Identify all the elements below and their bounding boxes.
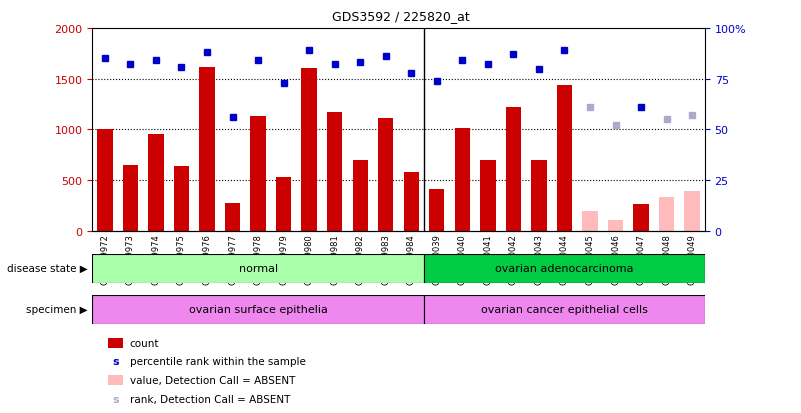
Bar — [301, 69, 317, 231]
Bar — [404, 173, 419, 231]
Bar — [481, 160, 496, 231]
Bar — [352, 160, 368, 231]
Bar — [424, 295, 705, 324]
Text: ovarian surface epithelia: ovarian surface epithelia — [188, 305, 328, 315]
Bar — [455, 129, 470, 231]
Bar — [557, 85, 572, 231]
Text: s: s — [112, 394, 119, 404]
Bar — [378, 119, 393, 231]
Text: ovarian cancer epithelial cells: ovarian cancer epithelial cells — [481, 305, 648, 315]
Bar — [251, 117, 266, 231]
Bar — [97, 130, 113, 231]
Bar — [531, 160, 546, 231]
Text: GDS3592 / 225820_at: GDS3592 / 225820_at — [332, 10, 469, 23]
Bar — [634, 205, 649, 231]
Bar — [582, 211, 598, 231]
Bar — [92, 295, 424, 324]
Text: value, Detection Call = ABSENT: value, Detection Call = ABSENT — [130, 375, 295, 385]
Text: ovarian adenocarcinoma: ovarian adenocarcinoma — [495, 263, 634, 273]
Text: specimen ▶: specimen ▶ — [26, 305, 88, 315]
Bar — [327, 113, 342, 231]
Bar — [225, 204, 240, 231]
Bar — [174, 166, 189, 231]
Bar — [148, 135, 163, 231]
Text: percentile rank within the sample: percentile rank within the sample — [130, 356, 306, 366]
Bar — [199, 67, 215, 231]
Text: normal: normal — [239, 263, 278, 273]
Bar — [505, 108, 521, 231]
Bar — [424, 254, 705, 283]
Text: rank, Detection Call = ABSENT: rank, Detection Call = ABSENT — [130, 394, 290, 404]
Bar — [684, 192, 700, 231]
Bar — [276, 178, 292, 231]
Bar — [92, 254, 424, 283]
Bar — [429, 190, 445, 231]
Text: disease state ▶: disease state ▶ — [7, 263, 88, 273]
Bar — [659, 198, 674, 231]
Bar — [123, 166, 138, 231]
Bar — [608, 220, 623, 231]
Text: s: s — [112, 356, 119, 366]
Text: count: count — [130, 338, 159, 348]
